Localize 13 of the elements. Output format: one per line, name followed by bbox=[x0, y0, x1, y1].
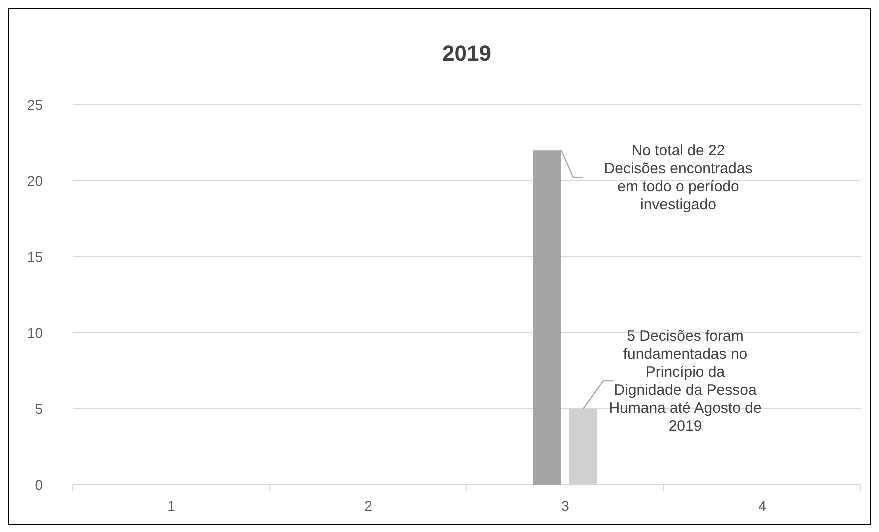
x-tick-label: 4 bbox=[758, 498, 767, 514]
x-tick-label: 2 bbox=[364, 498, 373, 514]
chart-title: 2019 bbox=[442, 41, 492, 66]
y-tick-label: 0 bbox=[35, 477, 44, 493]
x-tick-label: 1 bbox=[168, 498, 176, 514]
y-tick-label: 20 bbox=[27, 173, 44, 189]
y-tick-label: 10 bbox=[27, 325, 44, 341]
annotation: 5 Decisões foram fundamentadas no Princípio da Dignidade da Pessoa Humana até Agosto de 2019 bbox=[609, 328, 762, 435]
y-tick-label: 15 bbox=[27, 249, 44, 265]
y-tick-label: 25 bbox=[27, 97, 44, 113]
y-tick-label: 5 bbox=[35, 401, 44, 417]
x-tick-label: 3 bbox=[562, 498, 570, 514]
annotation: No total de 22 Decisões encontradas em todo o período investigado bbox=[604, 142, 753, 214]
